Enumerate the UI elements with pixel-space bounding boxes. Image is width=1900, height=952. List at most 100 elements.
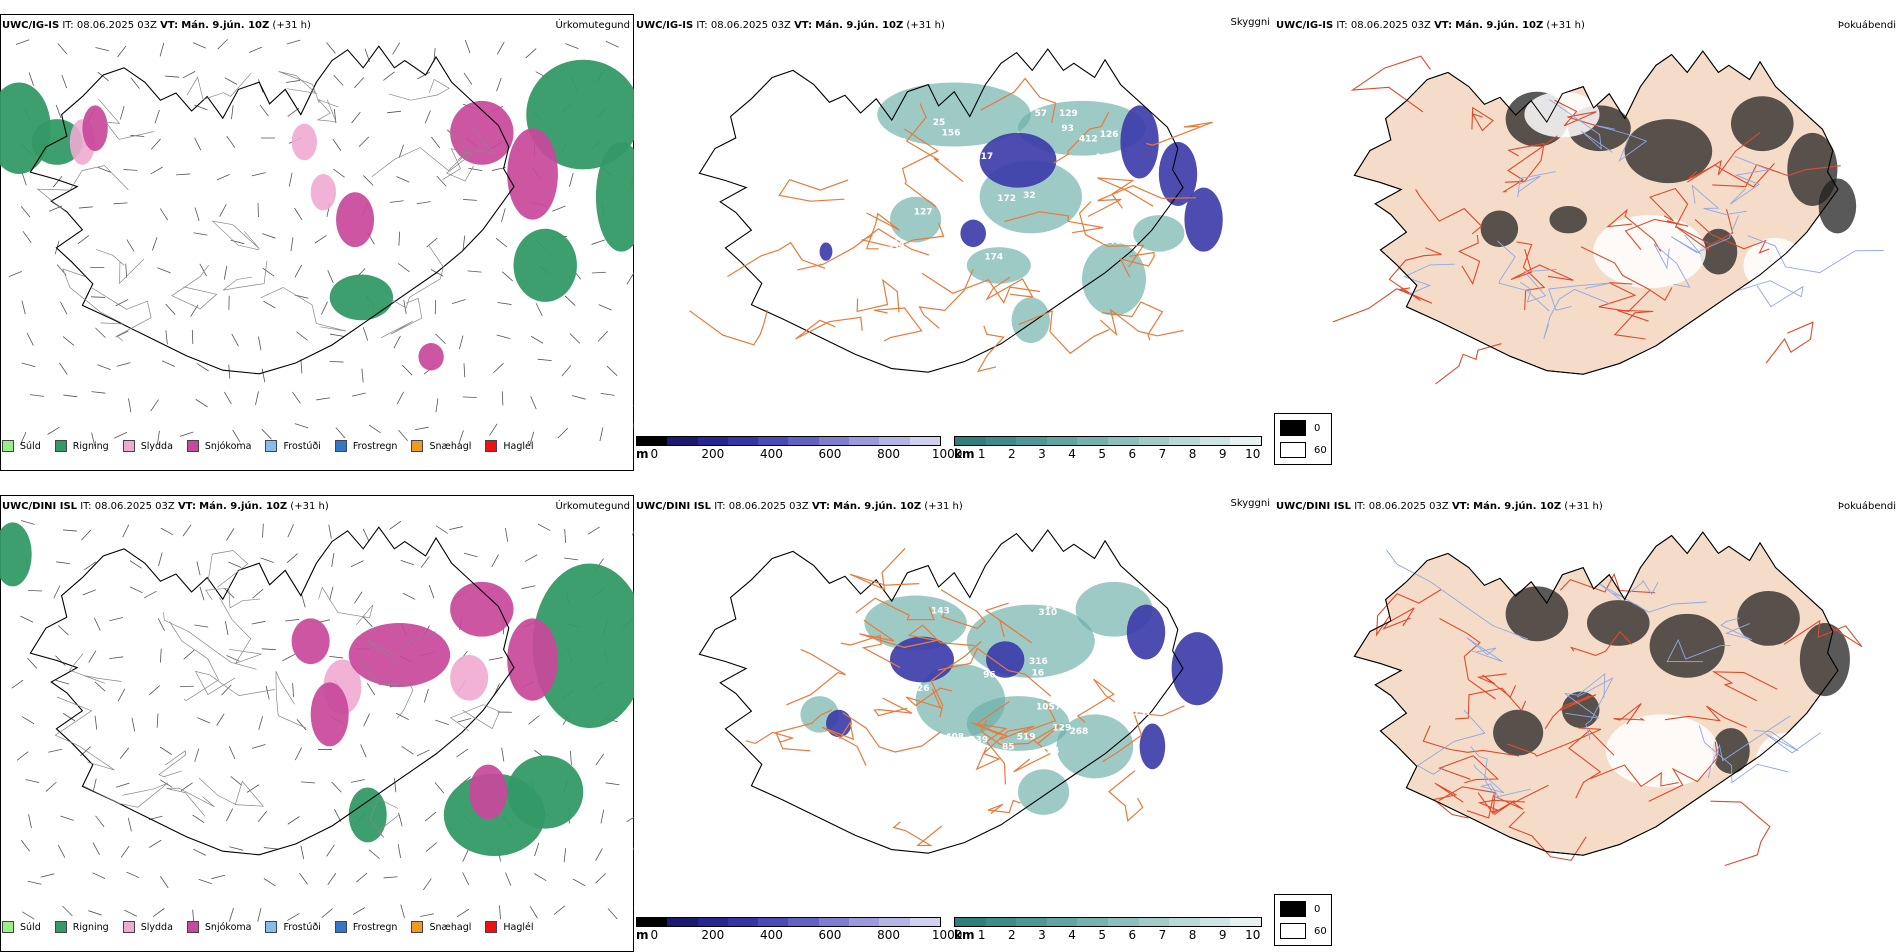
road-line: [988, 801, 1021, 814]
ceiling-value-label: 129: [1059, 109, 1078, 119]
wind-barb: [194, 625, 208, 627]
wind-barb: [130, 587, 143, 593]
wind-barb: [22, 172, 27, 185]
wind-barb: [114, 203, 128, 204]
vt-label: VT:: [812, 501, 830, 512]
wind-barb: [333, 169, 344, 177]
wind-barb: [62, 75, 67, 88]
road-line: [690, 310, 768, 345]
wind-barb: [224, 266, 227, 280]
wind-barb: [334, 75, 344, 85]
wind-barb: [458, 718, 472, 722]
wind-barb: [565, 44, 578, 49]
precip-legend-item: Slydda: [123, 921, 173, 933]
wind-barb: [252, 173, 266, 176]
wind-barb: [329, 656, 343, 658]
ceiling-area: [1184, 188, 1222, 252]
wind-barb: [121, 846, 129, 857]
colorbar-swatch: [1200, 437, 1231, 445]
wind-barb: [401, 560, 414, 564]
precip-type-panel-dini: UWC/DINI ISL IT: 08.06.2025 03Z VT: Mán.…: [0, 495, 634, 952]
colorbar-tick: 4: [1068, 447, 1076, 461]
snow-area: [349, 623, 450, 687]
wind-barb: [367, 683, 375, 695]
precip-legend-label: Snjókoma: [205, 922, 252, 933]
wind-barb: [497, 78, 502, 91]
wind-barb: [218, 39, 228, 49]
wind-barb: [316, 398, 330, 400]
wind-barb: [229, 365, 230, 379]
wind-barb: [226, 529, 233, 541]
wind-barb: [264, 848, 278, 849]
wind-barb: [162, 361, 175, 367]
fog-low-area: [1481, 211, 1519, 248]
wind-barb: [526, 49, 536, 58]
snow-area: [469, 765, 507, 820]
precip-legend-swatch: [2, 921, 14, 933]
wind-barb: [596, 754, 604, 766]
wind-barb: [531, 396, 537, 409]
wind-barb: [211, 875, 225, 878]
road-line: [875, 698, 913, 716]
wind-barb: [452, 300, 465, 304]
wind-barb: [266, 686, 269, 700]
sleet-area: [450, 655, 488, 701]
panel-header: UWC/IG-IS IT: 08.06.2025 03Z VT: Mán. 9.…: [2, 20, 311, 31]
colorbar-swatch: [667, 437, 697, 445]
wind-barb: [229, 746, 235, 759]
vt-value: Mán. 9.jún. 10Z: [1455, 20, 1543, 31]
it-label: IT:: [80, 501, 91, 512]
wind-barb: [389, 521, 400, 529]
wind-barb: [363, 327, 367, 340]
wind-barb: [165, 76, 179, 77]
wind-barb: [398, 263, 409, 271]
wind-barb: [402, 365, 412, 375]
ceiling-value-label: 720: [888, 158, 907, 168]
wind-barb: [229, 847, 243, 850]
road-line: [187, 73, 251, 100]
precip-legend-label: Snæhagl: [429, 922, 471, 933]
wind-barb: [383, 72, 394, 81]
fog-panel-dini: UWC/DINI ISL IT: 08.06.2025 03Z VT: Mán.…: [1274, 495, 1900, 952]
wind-barb: [229, 908, 233, 921]
model-name: UWC/DINI ISL: [2, 501, 77, 512]
wind-barb: [166, 330, 168, 344]
wind-barb: [131, 78, 140, 89]
wind-barb: [287, 554, 298, 563]
wind-barb: [435, 720, 448, 724]
wind-barb: [425, 812, 436, 821]
snow-area: [507, 128, 558, 219]
ceiling-colorbar-swatches: [636, 917, 941, 927]
wind-barb: [402, 746, 414, 754]
wind-barb: [155, 110, 159, 123]
wind-barb: [264, 879, 276, 887]
wind-barb: [59, 363, 67, 375]
road-line: [894, 822, 942, 846]
wind-barb: [291, 237, 293, 251]
wind-barb: [570, 334, 580, 344]
wind-barb: [220, 204, 227, 216]
wind-barb: [531, 336, 543, 343]
colorbar-swatch: [879, 918, 909, 926]
fog-swatch-white: [1280, 442, 1306, 458]
colorbar-swatch: [910, 437, 940, 445]
wind-barb: [592, 272, 606, 273]
wind-barb: [62, 906, 72, 916]
wind-barb: [427, 238, 438, 247]
wind-barb: [194, 105, 207, 110]
wind-barb: [197, 363, 209, 371]
precip-map-dini: [0, 495, 634, 952]
wind-barb: [95, 328, 105, 338]
road-line: [779, 180, 848, 202]
wind-barb: [299, 873, 307, 884]
it-value: 08.06.2025 03Z: [1351, 20, 1431, 31]
road-line: [1436, 344, 1502, 384]
it-label: IT:: [696, 20, 707, 31]
wind-barb: [196, 399, 208, 406]
wind-barb: [21, 206, 30, 217]
colorbar-tick: 9: [1219, 447, 1227, 461]
snow-area: [311, 682, 349, 746]
